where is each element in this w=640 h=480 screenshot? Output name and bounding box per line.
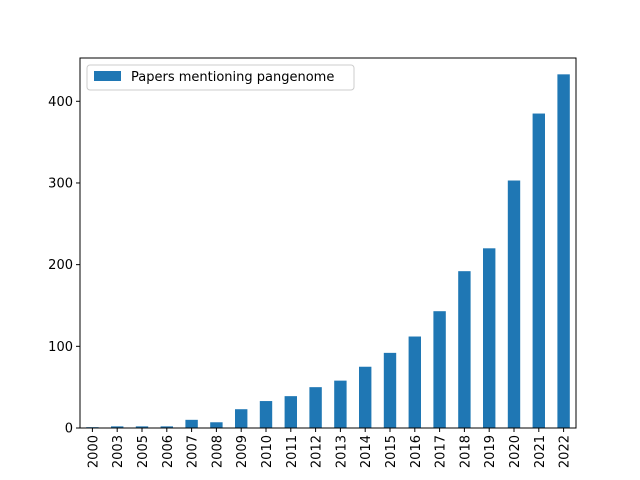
- x-tick-label-2014: 2014: [359, 435, 374, 468]
- x-tick-label-2006: 2006: [161, 435, 176, 468]
- plot-frame: [79, 57, 577, 429]
- legend-label: Papers mentioning pangenome: [131, 70, 334, 85]
- bar-2012: [309, 387, 322, 428]
- x-axis: 2000 2003 2005 2006 2007 2008 2009 2010 2011 2012…: [86, 428, 573, 468]
- x-tick-label-2022: 2022: [558, 435, 573, 468]
- x-tick-label-2005: 2005: [136, 435, 151, 468]
- bar-2016: [408, 336, 421, 428]
- bar-2008: [210, 422, 223, 428]
- legend-swatch: [94, 71, 121, 81]
- bar-2019: [483, 248, 496, 428]
- x-tick-label-2012: 2012: [310, 435, 325, 468]
- y-axis: 0 100 200 300 400: [48, 95, 80, 437]
- bar-2017: [433, 311, 446, 428]
- legend: Papers mentioning pangenome: [86, 64, 355, 91]
- y-tick-label-100: 100: [48, 340, 73, 355]
- bar-2011: [284, 396, 297, 428]
- x-tick-label-2019: 2019: [483, 435, 498, 468]
- bar-2005: [135, 426, 149, 428]
- x-tick-label-2000: 2000: [86, 435, 101, 468]
- bar-2022: [557, 74, 570, 428]
- bar-2010: [259, 401, 273, 428]
- bar-2006: [160, 426, 173, 428]
- bar-2007: [185, 419, 198, 428]
- bars-group: [86, 74, 570, 428]
- bar-2020: [507, 180, 521, 428]
- bar-2013: [334, 380, 347, 428]
- y-tick-label-0: 0: [65, 422, 73, 437]
- plot-area-background: [80, 58, 576, 428]
- bar-2009: [235, 409, 248, 428]
- x-tick-label-2020: 2020: [508, 435, 523, 468]
- bar-2003: [111, 426, 124, 428]
- x-tick-label-2009: 2009: [235, 435, 250, 468]
- bar-2021: [532, 113, 545, 428]
- x-tick-label-2013: 2013: [334, 435, 349, 468]
- bar-2015: [383, 352, 397, 428]
- x-tick-label-2008: 2008: [210, 435, 225, 468]
- x-tick-label-2015: 2015: [384, 435, 399, 468]
- x-tick-label-2018: 2018: [458, 435, 473, 468]
- x-tick-label-2011: 2011: [285, 435, 300, 468]
- x-tick-label-2003: 2003: [111, 435, 126, 468]
- y-tick-label-200: 200: [48, 258, 73, 273]
- x-tick-label-2021: 2021: [533, 435, 548, 468]
- x-tick-label-2010: 2010: [260, 435, 275, 468]
- x-tick-label-2016: 2016: [409, 435, 424, 468]
- y-tick-label-300: 300: [48, 176, 73, 191]
- x-tick-label-2007: 2007: [186, 435, 201, 468]
- legend-frame: [86, 64, 355, 91]
- y-tick-label-400: 400: [48, 95, 73, 110]
- x-tick-label-2017: 2017: [434, 435, 449, 468]
- bar-2014: [359, 366, 372, 428]
- bar-2018: [458, 271, 471, 428]
